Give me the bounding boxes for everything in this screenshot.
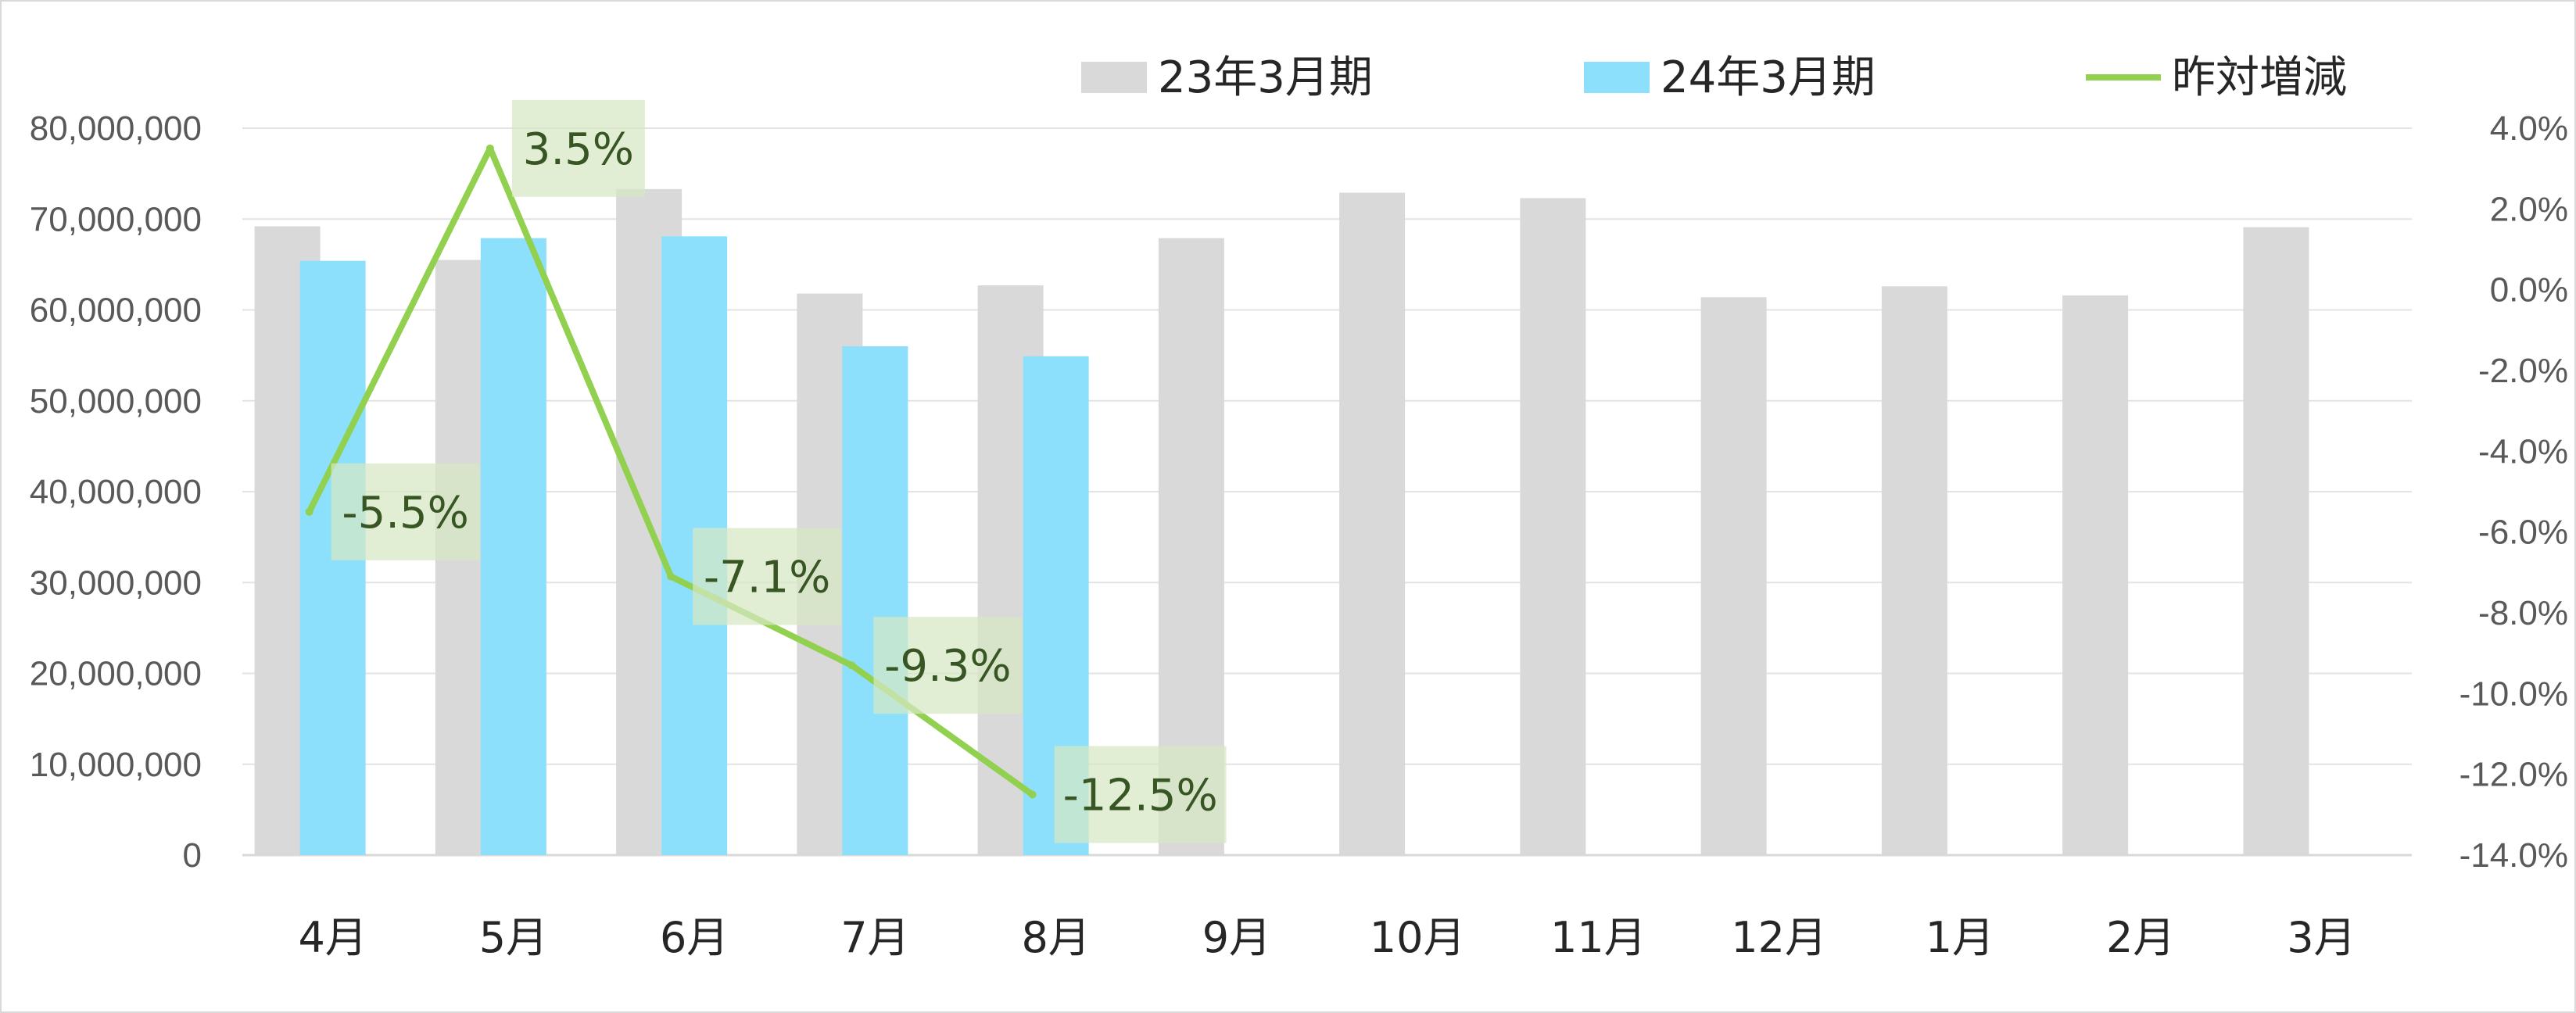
right-tick-label: -10.0% <box>2460 675 2568 713</box>
bar <box>2062 295 2129 855</box>
change-point <box>667 572 675 581</box>
data-labels: -5.5% 3.5% -7.1% -9.3% -12.5% <box>331 99 1227 843</box>
data-label-box <box>693 528 842 625</box>
right-tick-label: -2.0% <box>2478 352 2568 390</box>
bar <box>1700 297 1767 856</box>
category-label: 5月 <box>479 913 548 962</box>
bar <box>842 346 908 855</box>
right-tick-label: 4.0% <box>2490 109 2568 148</box>
legend-label: 昨対増減 <box>2172 52 2347 103</box>
data-label: -9.3% <box>884 641 1011 692</box>
legend: 23年3月期 24年3月期 昨対増減 <box>1081 52 2347 103</box>
data-label-box <box>331 463 480 560</box>
change-point <box>305 507 313 516</box>
right-tick-label: -14.0% <box>2460 836 2568 875</box>
category-axis: 4月 5月 6月 7月 8月 9月 10月 11月 12月 1月 2月 3月 <box>298 913 2356 962</box>
left-tick-label: 0 <box>183 836 202 875</box>
left-tick-label: 50,000,000 <box>30 382 202 421</box>
left-tick-label: 30,000,000 <box>30 564 202 602</box>
left-tick-label: 40,000,000 <box>30 473 202 511</box>
left-axis: 0 10,000,000 20,000,000 30,000,000 40,000,00… <box>30 109 202 875</box>
category-label: 9月 <box>1202 913 1271 962</box>
left-tick-label: 10,000,000 <box>30 746 202 784</box>
bar <box>480 238 546 856</box>
legend-swatch <box>1584 62 1650 93</box>
legend-swatch <box>1081 62 1147 93</box>
category-label: 4月 <box>298 913 367 962</box>
left-tick-label: 60,000,000 <box>30 292 202 330</box>
data-label-box <box>873 617 1023 714</box>
change-point <box>1028 790 1037 799</box>
left-tick-label: 80,000,000 <box>30 109 202 148</box>
data-label: -7.1% <box>704 553 830 603</box>
bar <box>1881 286 1947 855</box>
category-label: 10月 <box>1370 913 1466 962</box>
data-label-box <box>511 99 645 197</box>
right-axis: -14.0% -12.0% -10.0% -8.0% -6.0% -4.0% -2.0% 0.… <box>2460 109 2568 875</box>
left-tick-label: 70,000,000 <box>30 200 202 238</box>
right-tick-label: -8.0% <box>2478 594 2568 632</box>
data-label: -12.5% <box>1063 771 1218 821</box>
right-tick-label: -12.0% <box>2460 756 2568 794</box>
data-label-box <box>1054 746 1227 843</box>
bar <box>2243 227 2309 855</box>
bars <box>254 188 2309 856</box>
change-point <box>485 144 494 152</box>
bar <box>1339 192 1406 856</box>
category-label: 3月 <box>2287 913 2356 962</box>
category-label: 1月 <box>1926 913 1994 962</box>
right-tick-label: 0.0% <box>2490 271 2568 310</box>
left-tick-label: 20,000,000 <box>30 655 202 693</box>
category-label: 7月 <box>840 913 909 962</box>
category-label: 8月 <box>1021 913 1090 962</box>
legend-label: 23年3月期 <box>1158 52 1373 103</box>
category-label: 6月 <box>660 913 729 962</box>
data-label: -5.5% <box>342 488 468 539</box>
right-tick-label: -6.0% <box>2478 514 2568 552</box>
category-label: 2月 <box>2106 913 2175 962</box>
right-tick-label: -4.0% <box>2478 432 2568 471</box>
legend-label: 24年3月期 <box>1661 52 1876 103</box>
category-label: 12月 <box>1731 913 1827 962</box>
right-tick-label: 2.0% <box>2490 190 2568 228</box>
category-label: 11月 <box>1550 913 1646 962</box>
change-point <box>847 661 856 670</box>
bar <box>1520 198 1586 855</box>
data-label: 3.5% <box>523 124 634 175</box>
